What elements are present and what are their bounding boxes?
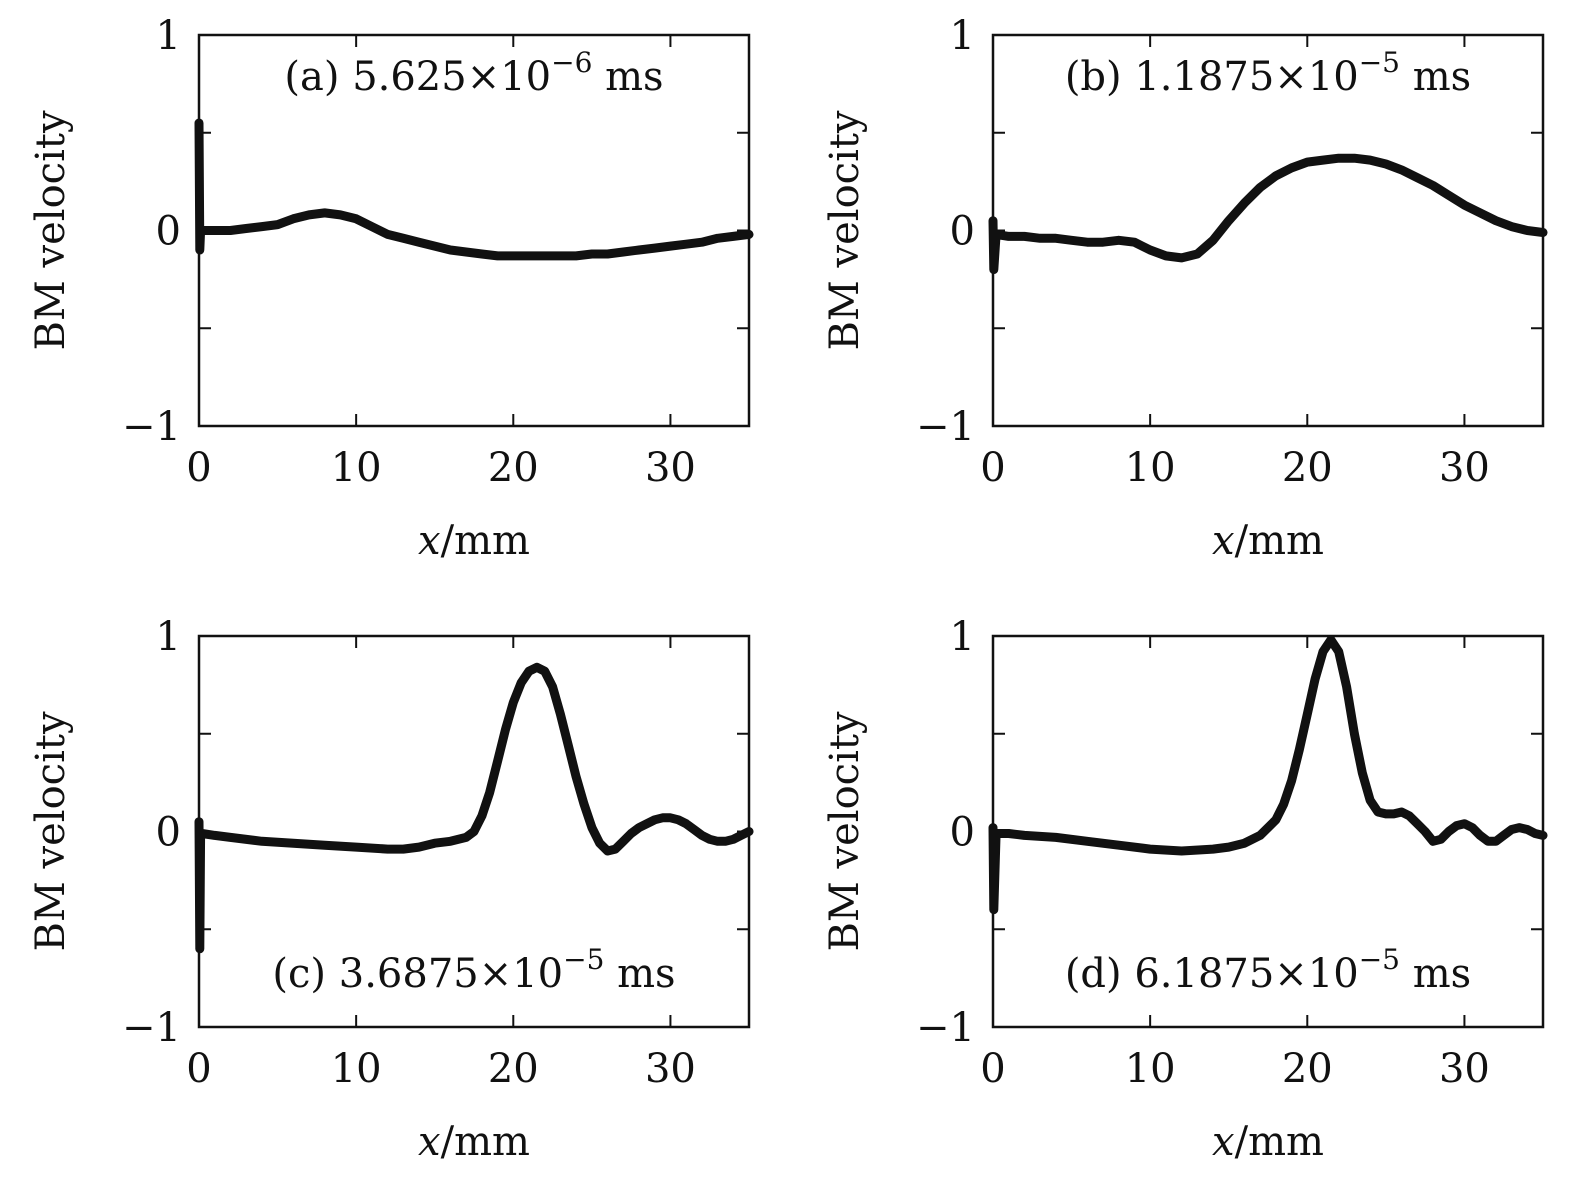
series-line-d (988, 635, 1548, 915)
x-axis-variable: x (1212, 518, 1235, 564)
x-axis-unit: /mm (441, 518, 530, 564)
y-tick-label: −1 (122, 1005, 181, 1051)
y-tick-label: 0 (950, 810, 975, 856)
series-line-b (988, 153, 1548, 275)
x-tick-label: 30 (645, 445, 696, 491)
x-axis-label: x/mm (1212, 518, 1324, 564)
panel-title-unit: ms (1400, 54, 1471, 100)
x-axis-unit: /mm (441, 1119, 530, 1165)
x-axis-variable: x (418, 1119, 441, 1165)
x-axis-label: x/mm (418, 1119, 530, 1165)
x-tick-label: 0 (980, 445, 1005, 491)
y-tick-label: 0 (950, 209, 975, 255)
panel-title-exponent: −6 (551, 46, 592, 79)
panel-title: (a) 5.625×10−6 ms (284, 46, 663, 100)
y-tick-label: 1 (950, 614, 975, 660)
y-axis-label: BM velocity (822, 110, 868, 350)
y-tick-label: 1 (156, 13, 181, 59)
x-tick-label: 0 (980, 1046, 1005, 1092)
x-axis-unit: /mm (1235, 1119, 1324, 1165)
x-axis-label: x/mm (418, 518, 530, 564)
x-tick-label: 10 (331, 1046, 382, 1092)
y-axis-label: BM velocity (822, 711, 868, 951)
panel-title-exponent: −5 (1359, 46, 1400, 79)
series-line-a (194, 118, 754, 261)
y-tick-label: −1 (916, 1005, 975, 1051)
x-axis-variable: x (418, 518, 441, 564)
x-tick-label: 0 (186, 445, 211, 491)
panel-title-exponent: −5 (1359, 943, 1400, 976)
x-tick-label: 30 (1439, 1046, 1490, 1092)
x-tick-label: 20 (1282, 1046, 1333, 1092)
x-tick-label: 10 (1125, 445, 1176, 491)
panel-title-unit: ms (604, 951, 675, 997)
x-tick-label: 30 (1439, 445, 1490, 491)
y-tick-label: 0 (156, 810, 181, 856)
panel-title-main: (b) 1.1875×10 (1065, 54, 1359, 100)
y-axis-label: BM velocity (28, 711, 74, 951)
panel-title-unit: ms (592, 54, 663, 100)
panel-title: (c) 3.6875×10−5 ms (272, 943, 675, 997)
y-tick-label: −1 (916, 404, 975, 450)
x-tick-label: 20 (488, 1046, 539, 1092)
y-tick-label: 1 (950, 13, 975, 59)
x-axis-label: x/mm (1212, 1119, 1324, 1165)
panel-title: (d) 6.1875×10−5 ms (1065, 943, 1471, 997)
panel-title-unit: ms (1400, 951, 1471, 997)
y-tick-label: 0 (156, 209, 181, 255)
y-tick-label: 1 (156, 614, 181, 660)
x-tick-label: 20 (488, 445, 539, 491)
panel-title-exponent: −5 (563, 943, 604, 976)
panel-title-main: (c) 3.6875×10 (272, 951, 563, 997)
panel-title: (b) 1.1875×10−5 ms (1065, 46, 1471, 100)
x-axis-unit: /mm (1235, 518, 1324, 564)
y-axis-label: BM velocity (28, 110, 74, 350)
panel-title-main: (a) 5.625×10 (284, 54, 551, 100)
x-tick-label: 10 (331, 445, 382, 491)
y-tick-label: −1 (122, 404, 181, 450)
series-line-c (194, 662, 754, 954)
x-tick-label: 20 (1282, 445, 1333, 491)
x-tick-label: 0 (186, 1046, 211, 1092)
panel-title-main: (d) 6.1875×10 (1065, 951, 1359, 997)
x-tick-label: 10 (1125, 1046, 1176, 1092)
x-tick-label: 30 (645, 1046, 696, 1092)
x-axis-variable: x (1212, 1119, 1235, 1165)
